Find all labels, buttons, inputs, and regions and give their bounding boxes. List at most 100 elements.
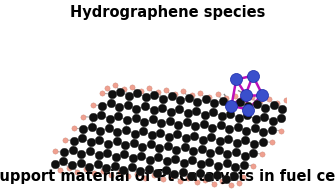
Point (158, 122, 164, 125)
Point (177, 179, 182, 182)
Point (184, 121, 189, 124)
Point (62, 138, 67, 141)
Point (99, 104, 105, 107)
Point (125, 103, 131, 106)
Point (266, 97, 271, 100)
Point (172, 173, 177, 176)
Point (139, 145, 145, 148)
Point (177, 99, 183, 102)
Point (186, 96, 191, 99)
Point (172, 92, 178, 95)
Point (140, 129, 146, 132)
Point (190, 159, 195, 162)
Point (109, 173, 114, 176)
Point (126, 175, 131, 178)
Point (70, 148, 76, 151)
Point (113, 155, 118, 158)
Point (71, 127, 77, 130)
Point (231, 175, 237, 178)
Point (198, 163, 204, 166)
Point (80, 137, 85, 140)
Point (263, 106, 268, 109)
Point (151, 174, 157, 177)
Point (66, 166, 71, 169)
Point (237, 181, 242, 184)
Point (211, 111, 216, 114)
Point (202, 178, 208, 181)
Point (206, 95, 212, 98)
Point (104, 167, 109, 170)
Point (233, 150, 239, 153)
Point (270, 119, 276, 122)
Point (160, 178, 165, 181)
Point (223, 177, 228, 180)
Point (250, 152, 256, 155)
Point (219, 180, 225, 183)
Point (228, 184, 233, 187)
Point (116, 115, 121, 118)
Point (168, 110, 173, 113)
Point (90, 103, 95, 106)
Point (118, 90, 123, 93)
Point (243, 93, 248, 96)
Point (129, 166, 134, 169)
Point (236, 116, 242, 119)
Point (200, 138, 205, 141)
Point (201, 122, 206, 125)
Point (186, 177, 191, 180)
Point (98, 129, 103, 132)
Point (211, 182, 216, 185)
Point (155, 171, 160, 174)
Point (214, 173, 220, 176)
Point (237, 101, 243, 104)
Point (181, 90, 186, 93)
Point (251, 143, 257, 146)
Point (218, 124, 223, 127)
Point (189, 94, 195, 97)
Point (133, 116, 138, 119)
Point (246, 108, 251, 111)
Point (88, 141, 94, 144)
Point (117, 106, 122, 109)
Point (156, 147, 162, 150)
Point (229, 104, 234, 107)
Point (122, 144, 128, 147)
Point (250, 74, 256, 77)
Point (223, 97, 229, 100)
Point (176, 123, 181, 126)
Point (107, 117, 113, 120)
Point (141, 120, 147, 123)
Text: Support material of Pt catalysts in fuel cell: Support material of Pt catalysts in fuel… (0, 169, 335, 184)
Point (52, 150, 58, 153)
Point (193, 125, 198, 128)
Point (100, 169, 106, 172)
Point (134, 172, 140, 175)
Point (275, 101, 280, 104)
Point (146, 167, 151, 170)
Point (95, 163, 100, 166)
Point (166, 135, 172, 138)
Point (78, 161, 83, 164)
Point (122, 153, 127, 156)
Point (215, 93, 220, 96)
Point (126, 94, 132, 97)
Point (194, 181, 199, 184)
Point (173, 157, 178, 160)
Point (123, 128, 129, 131)
Point (280, 108, 285, 111)
Point (152, 93, 157, 96)
Point (234, 141, 240, 144)
Point (269, 128, 275, 131)
Point (138, 89, 143, 92)
Point (243, 139, 248, 142)
Point (62, 151, 67, 154)
Point (109, 93, 115, 96)
Point (86, 165, 92, 168)
Point (288, 105, 294, 108)
Point (185, 112, 190, 115)
Text: Hydrographene species: Hydrographene species (70, 5, 265, 20)
Point (250, 164, 256, 167)
Point (232, 166, 238, 169)
Point (279, 129, 284, 132)
Point (157, 131, 163, 134)
